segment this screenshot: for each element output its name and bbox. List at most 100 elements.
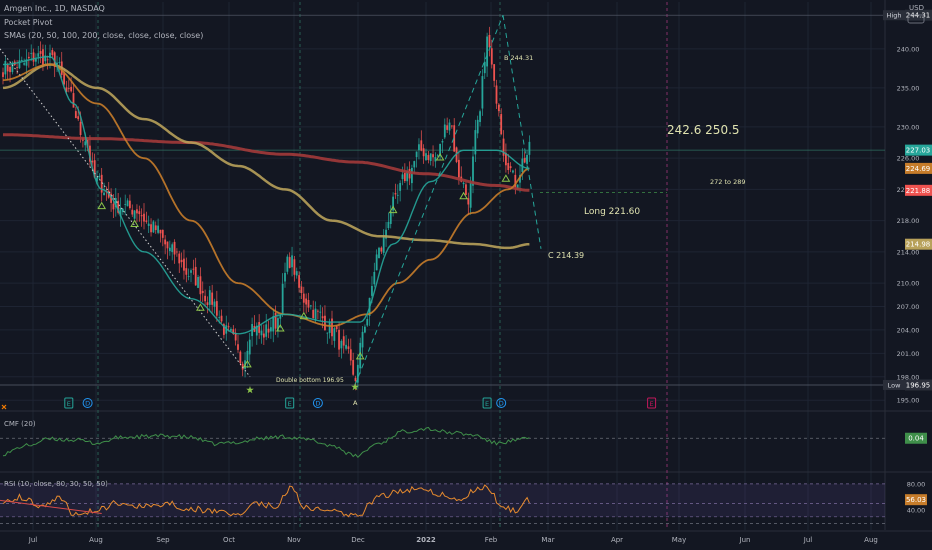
candle-body bbox=[488, 34, 491, 48]
candle-body bbox=[2, 72, 4, 77]
double-bottom-label: Double bottom 196.95 bbox=[276, 377, 344, 384]
price-tick-label: 218.00 bbox=[897, 217, 920, 225]
candle-body bbox=[326, 332, 329, 334]
candle-body bbox=[227, 326, 230, 328]
candle-body bbox=[427, 155, 430, 160]
candle-body bbox=[44, 55, 47, 62]
candle-body bbox=[523, 158, 526, 163]
grid-lines bbox=[0, 2, 885, 530]
candle-body bbox=[197, 277, 199, 288]
candle-body bbox=[411, 167, 413, 184]
price-tick-label: 214.00 bbox=[897, 248, 920, 256]
candle-body bbox=[56, 62, 58, 65]
candle-body bbox=[4, 60, 7, 75]
candle-body bbox=[138, 211, 141, 215]
candle-body bbox=[349, 349, 352, 361]
candle-body bbox=[100, 174, 103, 193]
candle-body bbox=[272, 316, 275, 332]
candle-body bbox=[119, 207, 122, 217]
price-tag-box bbox=[905, 162, 932, 174]
candle-body bbox=[16, 67, 18, 69]
candle-body bbox=[18, 60, 21, 69]
pocket-pivot-triangle bbox=[459, 191, 468, 200]
candle-body bbox=[159, 229, 162, 234]
sma-200-line bbox=[3, 133, 530, 192]
candle-body bbox=[180, 259, 183, 263]
cmf-value-label: 0.04 bbox=[908, 435, 924, 443]
candle-body bbox=[6, 65, 9, 72]
candle-body bbox=[505, 152, 507, 166]
candle-body bbox=[521, 158, 524, 172]
candle-body bbox=[58, 62, 61, 63]
candle-body bbox=[286, 256, 289, 272]
candle-body bbox=[206, 302, 209, 306]
candle-body bbox=[284, 272, 286, 282]
candle-body bbox=[223, 324, 225, 335]
time-axis-label: May bbox=[672, 536, 686, 544]
price-tag-text: High bbox=[887, 12, 902, 20]
candle-body bbox=[406, 171, 409, 182]
candle-body bbox=[380, 247, 383, 252]
candle-body bbox=[495, 85, 498, 104]
candle-body bbox=[519, 174, 521, 183]
earnings-icon bbox=[285, 397, 295, 409]
time-axis-label: Jun bbox=[739, 536, 751, 544]
candle-body bbox=[509, 166, 512, 169]
rsi-axis-label: 40.00 bbox=[907, 507, 926, 515]
dividend-icon bbox=[82, 398, 93, 408]
candle-body bbox=[312, 309, 315, 319]
candle-body bbox=[20, 60, 23, 62]
candle-body bbox=[300, 286, 303, 293]
candle-body bbox=[373, 271, 376, 285]
pocket-pivot-triangle bbox=[97, 201, 107, 210]
candle-body bbox=[302, 293, 305, 303]
candle-body bbox=[91, 160, 94, 163]
candle-body bbox=[298, 275, 300, 288]
candle-body bbox=[53, 52, 56, 68]
candle-body bbox=[208, 290, 211, 305]
candle-body bbox=[418, 144, 420, 150]
candle-body bbox=[403, 173, 406, 182]
candle-body bbox=[204, 295, 206, 302]
cmf-value-tag bbox=[905, 432, 927, 444]
candle-body bbox=[399, 182, 402, 191]
candle-body bbox=[324, 315, 326, 331]
candle-body bbox=[366, 319, 369, 326]
candle-body bbox=[345, 344, 347, 349]
event-marker-label: D bbox=[315, 400, 320, 408]
candle-body bbox=[342, 336, 345, 346]
candle-body bbox=[70, 86, 73, 92]
candle-body bbox=[270, 327, 272, 332]
candle-body bbox=[309, 305, 312, 307]
candle-body bbox=[234, 332, 237, 341]
time-axis-label: Oct bbox=[223, 536, 235, 544]
sma-20-line bbox=[2, 56, 530, 335]
candle-body bbox=[526, 154, 528, 164]
chart-settings-icon bbox=[907, 14, 925, 24]
candle-body bbox=[112, 203, 115, 210]
candle-body bbox=[9, 66, 11, 73]
candle-body bbox=[307, 299, 310, 308]
candle-body bbox=[143, 213, 145, 222]
candle-body bbox=[260, 330, 263, 336]
candle-body bbox=[502, 138, 505, 156]
candle-body bbox=[166, 241, 169, 249]
price-tag-value: 214.98 bbox=[906, 241, 931, 249]
candle-body bbox=[79, 121, 82, 135]
candle-body bbox=[246, 350, 249, 361]
candle-body bbox=[382, 236, 385, 253]
wave-point-b-label: B 244.31 bbox=[504, 54, 533, 62]
candle-body bbox=[479, 111, 481, 122]
trendline-dotted bbox=[0, 48, 251, 378]
candle-body bbox=[458, 159, 460, 178]
future-earnings-icon bbox=[647, 397, 657, 409]
time-axis-label: Jul bbox=[803, 536, 813, 544]
rsi-line bbox=[2, 484, 530, 518]
candle-body bbox=[72, 93, 75, 108]
candle-body bbox=[232, 329, 235, 335]
candle-body bbox=[396, 194, 399, 196]
candle-body bbox=[371, 285, 373, 296]
candle-body bbox=[516, 184, 519, 190]
candle-body bbox=[178, 253, 181, 264]
